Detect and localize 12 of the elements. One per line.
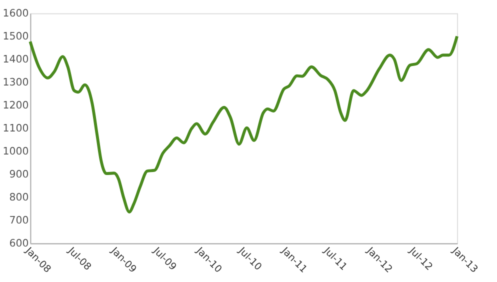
- y-tick-label: 1100: [2, 124, 29, 135]
- y-tick-label: 700: [9, 216, 29, 227]
- y-tick-label: 1500: [2, 32, 29, 43]
- y-tick-label: 1200: [2, 100, 29, 112]
- y-tick-label: 800: [9, 192, 29, 204]
- y-tick-label: 1000: [2, 146, 29, 158]
- y-tick-label: 600: [9, 238, 29, 250]
- y-tick-label: 1300: [2, 78, 29, 89]
- y-tick-label: 1600: [2, 8, 29, 20]
- y-tick-label: 900: [9, 170, 29, 181]
- y-tick-label: 1400: [2, 54, 29, 66]
- line-series: [28, 34, 459, 214]
